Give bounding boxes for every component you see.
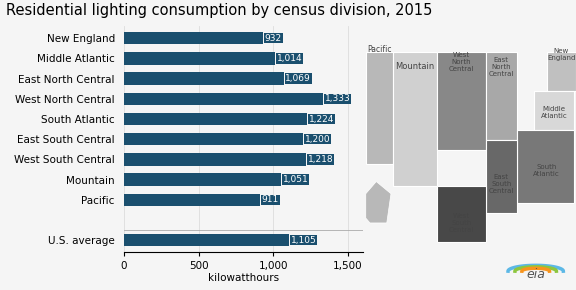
Text: 1,105: 1,105 [291,236,316,245]
Text: South
Atlantic: South Atlantic [533,164,560,177]
Text: Mountain: Mountain [396,62,435,71]
Polygon shape [534,91,574,130]
Polygon shape [366,52,393,164]
Text: 1,200: 1,200 [305,135,331,144]
Bar [124,133,303,146]
Bar [124,193,260,206]
Text: 1,333: 1,333 [325,94,351,103]
Text: East
North
Central: East North Central [488,57,514,77]
Text: Residential lighting consumption by census division, 2015: Residential lighting consumption by cens… [6,3,432,18]
Text: West
South
Central: West South Central [449,213,474,233]
Polygon shape [547,52,576,91]
Polygon shape [437,52,486,150]
Text: 1,051: 1,051 [283,175,308,184]
Text: 1,014: 1,014 [277,54,303,63]
Text: Pacific: Pacific [367,45,392,54]
Text: eia: eia [526,268,545,281]
Text: East
South
Central: East South Central [488,174,514,194]
Bar [124,153,306,166]
Polygon shape [486,52,517,140]
Bar [124,52,275,65]
Bar [124,234,289,246]
Text: 1,218: 1,218 [308,155,334,164]
Text: 1,069: 1,069 [285,74,311,83]
Polygon shape [486,140,517,213]
Text: 932: 932 [265,34,282,43]
Text: West
North
Central: West North Central [449,52,474,72]
Text: Middle
Atlantic: Middle Atlantic [540,106,567,119]
Bar [124,72,283,85]
Text: 911: 911 [262,195,279,204]
Polygon shape [393,52,437,186]
Polygon shape [517,130,574,204]
Polygon shape [366,182,391,223]
Bar [124,93,323,105]
Polygon shape [437,186,486,242]
Text: 1,224: 1,224 [309,115,334,124]
Bar [124,113,306,125]
Text: New
England: New England [547,48,575,61]
Bar [124,32,263,44]
X-axis label: kilowatthours: kilowatthours [208,273,279,283]
Bar [124,173,281,186]
